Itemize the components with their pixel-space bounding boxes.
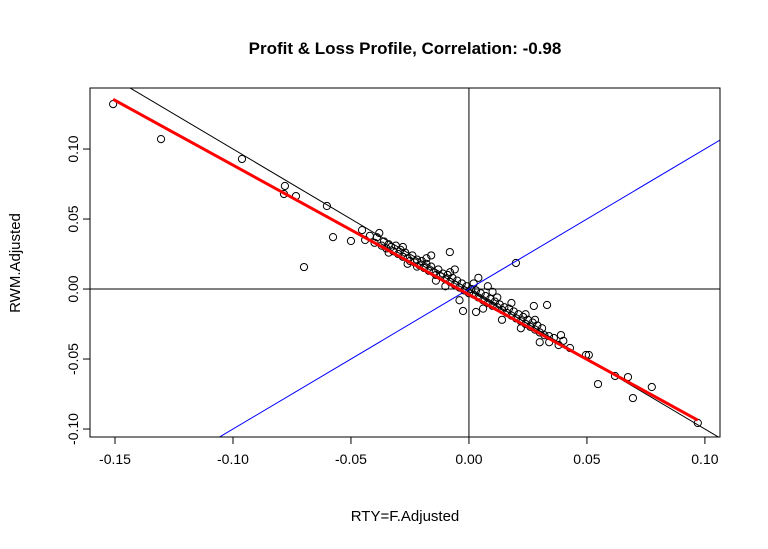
data-point	[422, 259, 431, 268]
data-point	[453, 276, 462, 285]
plot-frame	[89, 87, 721, 438]
data-point	[483, 282, 492, 291]
data-point	[445, 268, 455, 277]
x-tick-label: 0.00	[455, 451, 482, 467]
data-point	[481, 291, 490, 301]
data-point	[445, 247, 454, 257]
data-point	[448, 273, 457, 282]
data-point	[507, 298, 516, 308]
data-point	[493, 293, 502, 302]
data-point	[450, 265, 459, 274]
data-point	[628, 393, 638, 403]
data-point	[530, 315, 540, 324]
y-tick-label: 0.10	[65, 135, 81, 162]
data-point	[474, 273, 483, 282]
y-tick-label: -0.10	[65, 413, 81, 445]
data-point	[434, 265, 443, 274]
data-point	[280, 181, 289, 191]
data-point	[533, 321, 542, 330]
data-point	[443, 270, 452, 280]
data-point	[427, 262, 436, 271]
data-point	[542, 300, 552, 310]
x-tick-label: -0.05	[335, 451, 367, 467]
y-tick-label: -0.05	[65, 343, 81, 375]
y-tick-label: 0.05	[65, 205, 81, 232]
data-point	[462, 282, 471, 291]
data-point	[372, 233, 382, 242]
data-point	[379, 237, 389, 246]
data-point	[479, 304, 488, 313]
data-point	[458, 306, 468, 316]
data-point	[469, 279, 478, 288]
data-point	[299, 262, 309, 272]
data-point	[476, 289, 485, 298]
data-point	[467, 284, 476, 294]
data-point	[488, 287, 497, 296]
data-point	[357, 225, 367, 235]
x-tick-label: 0.10	[691, 451, 718, 467]
data-point	[497, 315, 507, 324]
data-point	[509, 307, 518, 316]
x-axis-label: RTY=F.Adjusted	[351, 508, 460, 525]
data-point	[535, 338, 544, 347]
data-point	[593, 379, 603, 389]
data-point	[529, 301, 538, 311]
regression-line	[112, 98, 699, 422]
data-point	[408, 251, 417, 260]
data-point	[490, 297, 499, 306]
x-tick-label: -0.15	[99, 451, 131, 467]
data-point	[556, 330, 566, 340]
data-point	[495, 300, 504, 309]
y-tick-label: 0.00	[65, 275, 81, 302]
data-point	[559, 336, 568, 345]
data-point	[156, 134, 166, 144]
y-axis-label: RWM.Adjusted	[7, 213, 24, 313]
reference-line	[218, 139, 720, 437]
data-point	[521, 310, 530, 319]
data-point	[322, 201, 331, 211]
data-point	[427, 251, 436, 260]
data-point	[346, 236, 356, 246]
data-point	[471, 307, 481, 317]
data-point	[455, 296, 464, 305]
data-point	[504, 304, 514, 313]
data-point	[398, 242, 407, 252]
data-point	[500, 303, 509, 312]
chart-title: Profit & Loss Profile, Correlation: -0.9…	[249, 39, 562, 58]
data-point	[417, 256, 426, 266]
data-point	[647, 382, 656, 392]
data-point	[584, 350, 593, 360]
data-point	[396, 245, 405, 254]
data-point	[328, 232, 338, 242]
data-point	[370, 238, 379, 247]
data-point	[401, 248, 410, 257]
x-tick-label: 0.05	[573, 451, 600, 467]
data-point	[237, 154, 247, 164]
x-tick-label: -0.10	[217, 451, 249, 467]
data-point	[471, 286, 481, 295]
data-point	[457, 279, 466, 288]
data-point	[519, 312, 528, 322]
data-point	[528, 318, 537, 327]
data-point	[537, 324, 547, 333]
data-point	[422, 254, 431, 263]
data-point	[375, 228, 384, 238]
